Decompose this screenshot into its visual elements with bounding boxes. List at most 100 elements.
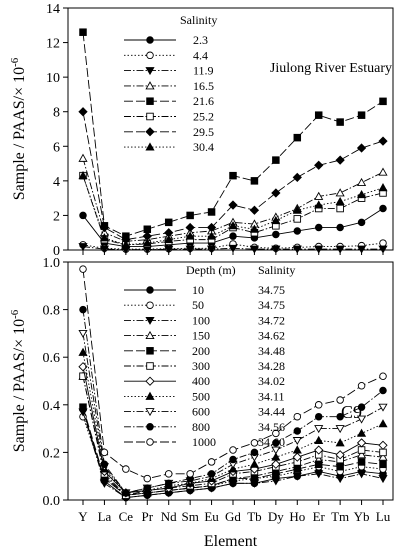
legend-label: 300 (192, 359, 210, 373)
data-point (272, 429, 280, 438)
legend-salinity: 34.60 (258, 435, 285, 449)
data-point (185, 245, 195, 254)
data-point (250, 474, 259, 483)
legend: Depth (m) Salinity 10 34.75 50 34.75 100 34.72 1… (124, 263, 295, 449)
data-point (249, 205, 260, 215)
legend-marker (145, 67, 155, 76)
legend-marker (145, 316, 155, 325)
data-point (207, 208, 216, 216)
chart-panel-1: 0 2 4 6 8 10 12 14 Sample / PAAS/× 10-6 Jiulong R… (9, 2, 394, 259)
data-point (271, 245, 281, 254)
data-point (314, 223, 323, 232)
legend-marker (146, 423, 154, 431)
data-point (164, 479, 173, 488)
data-point (250, 448, 259, 457)
x-tick-label: Gd (225, 509, 241, 524)
x-tick-label: Ho (289, 509, 305, 524)
y-tick-label: 6 (53, 140, 60, 155)
data-point (293, 215, 302, 223)
data-point (292, 205, 302, 214)
data-point (336, 396, 344, 404)
data-point (378, 183, 388, 192)
legend: Salinity 2.34.4 11.916.521.6 25.229.530.4 (124, 13, 217, 154)
y-tick-label: 0.4 (43, 399, 61, 414)
legend-salinity: 34.56 (258, 420, 285, 434)
legend-label: 50 (192, 298, 204, 312)
legend-marker (145, 391, 155, 400)
x-tick-label: Er (313, 509, 326, 524)
x-tick-label: Pr (142, 509, 154, 524)
data-point (378, 136, 388, 146)
data-point (271, 188, 281, 198)
x-tick-label: Tb (247, 509, 261, 524)
legend-salinity: 34.72 (258, 313, 285, 327)
data-point (379, 204, 387, 213)
legend-label: 4.4 (193, 48, 208, 62)
x-tick-label: Nd (161, 509, 177, 524)
data-point (207, 231, 217, 240)
data-point (314, 425, 324, 434)
data-point (335, 425, 345, 434)
data-point (99, 245, 110, 254)
legend-label: 30.4 (193, 140, 214, 154)
data-point (336, 412, 344, 421)
legend-label: 10 (192, 283, 204, 297)
y-axis-label-text: Sample / PAAS/× 10 (11, 67, 28, 200)
data-point (164, 218, 173, 227)
x-tick-label: Dy (268, 509, 284, 524)
data-point (314, 160, 324, 170)
legend-label: 11.9 (193, 64, 214, 78)
data-point (378, 452, 388, 461)
data-point (142, 238, 152, 247)
data-point (292, 445, 302, 454)
data-point (314, 412, 323, 421)
data-point (271, 446, 281, 455)
x-tick-label: La (98, 509, 112, 524)
data-point (314, 200, 324, 209)
data-point (378, 245, 388, 254)
data-point (292, 172, 302, 183)
data-point (229, 446, 237, 454)
data-point (379, 372, 387, 380)
data-point (79, 28, 87, 36)
data-point (378, 167, 388, 176)
data-point (249, 245, 260, 254)
data-point (207, 470, 216, 478)
data-point (250, 439, 259, 447)
legend-label: 29.5 (193, 125, 214, 139)
data-point (292, 437, 302, 446)
data-point (379, 239, 387, 247)
data-point (272, 470, 280, 478)
data-point (378, 475, 388, 484)
data-point (271, 459, 281, 469)
legend-marker (146, 97, 154, 105)
data-point (335, 155, 345, 165)
data-point (336, 462, 344, 471)
legend-label: 25.2 (193, 110, 214, 124)
data-point (271, 215, 281, 225)
plot-frame (67, 261, 394, 501)
legend-label: 400 (192, 374, 210, 388)
data-point (229, 455, 237, 464)
legend-label: 150 (192, 329, 210, 343)
x-tick-label: Lu (376, 509, 391, 524)
x-tick-label: Y (78, 509, 88, 524)
data-point (78, 362, 88, 372)
data-point (293, 133, 302, 142)
legend-marker (146, 36, 154, 44)
legend-salinity: 34.62 (258, 329, 285, 343)
data-point (228, 244, 238, 253)
data-point (100, 460, 109, 469)
y-tick-label: 10 (46, 71, 60, 86)
data-point (78, 347, 88, 356)
legend-title-2: Salinity (258, 263, 295, 277)
series-line (82, 175, 384, 246)
series-21.6 (79, 28, 387, 240)
data-point (379, 448, 387, 457)
chart-annotation: Jiulong River Estuary (270, 61, 392, 76)
data-point (186, 211, 194, 220)
data-point (228, 221, 238, 230)
data-point (357, 177, 367, 187)
data-point (314, 460, 323, 469)
data-point (78, 170, 88, 180)
